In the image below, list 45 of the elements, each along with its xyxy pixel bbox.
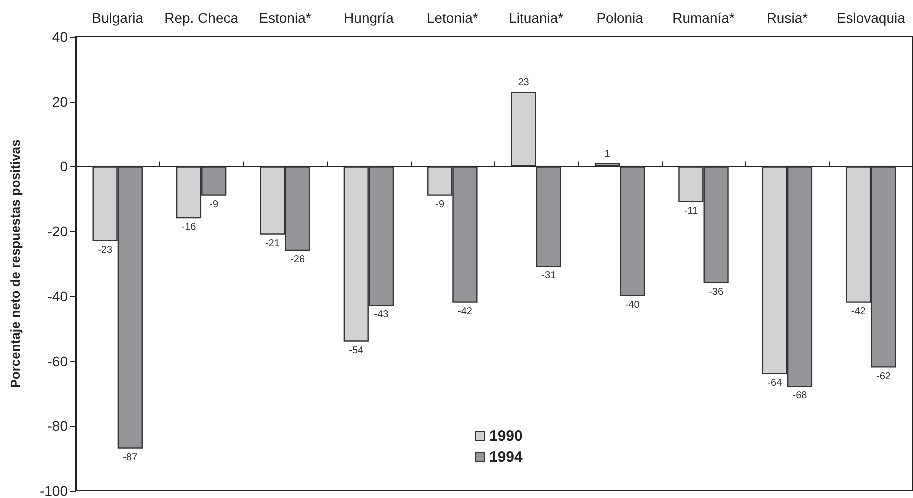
legend-label: 1994 [490, 449, 524, 466]
data-label: -9 [436, 199, 445, 210]
data-label: -43 [374, 310, 390, 321]
data-label: -40 [625, 300, 640, 311]
data-label: -11 [684, 206, 698, 217]
y-tick-label: -80 [48, 418, 68, 434]
bar [536, 166, 562, 268]
data-label: -68 [792, 390, 808, 402]
x-tick-label: Polonia [596, 10, 644, 26]
data-label: 1 [604, 148, 611, 160]
x-tick-label: Rumanía* [672, 10, 736, 26]
y-tick-label: 0 [60, 158, 68, 175]
data-label: -64 [768, 378, 783, 389]
data-label: 23 [518, 78, 530, 89]
data-label: -21 [265, 238, 280, 250]
data-label: -42 [851, 306, 866, 318]
data-label: -36 [709, 286, 724, 298]
y-axis-title: Porcentaje neto de respuestas positivas [8, 140, 23, 388]
x-tick-label: Estonia* [259, 10, 312, 26]
x-tick-label: Rusia* [766, 10, 809, 26]
x-tick-label: Rep. Checa [164, 10, 239, 26]
y-tick-label: -40 [48, 288, 68, 304]
data-label: -62 [876, 371, 892, 382]
bar [511, 92, 536, 167]
data-label: -31 [542, 270, 557, 282]
y-tick-label: -20 [48, 224, 68, 240]
y-tick-label: -60 [48, 353, 68, 370]
x-tick-label: Lituania* [509, 10, 564, 26]
data-label: -16 [182, 222, 197, 234]
x-tick-label: Letonia* [426, 10, 479, 26]
legend-label: 1990 [490, 428, 523, 445]
x-tick-label: Eslovaquia [836, 10, 906, 26]
data-label: -26 [290, 254, 306, 266]
y-tick-label: -100 [40, 483, 68, 498]
data-label: -23 [98, 244, 113, 256]
bar [594, 163, 620, 167]
data-label: -54 [349, 345, 364, 356]
x-tick-label: Bulgaria [92, 10, 144, 26]
x-tick-label: Hungría [344, 10, 394, 26]
data-label: -9 [210, 199, 219, 210]
y-tick-label: 20 [52, 94, 68, 110]
data-label: -42 [458, 306, 473, 318]
y-tick-label: 40 [52, 29, 68, 45]
bar [620, 166, 646, 296]
data-label: -87 [123, 452, 138, 464]
